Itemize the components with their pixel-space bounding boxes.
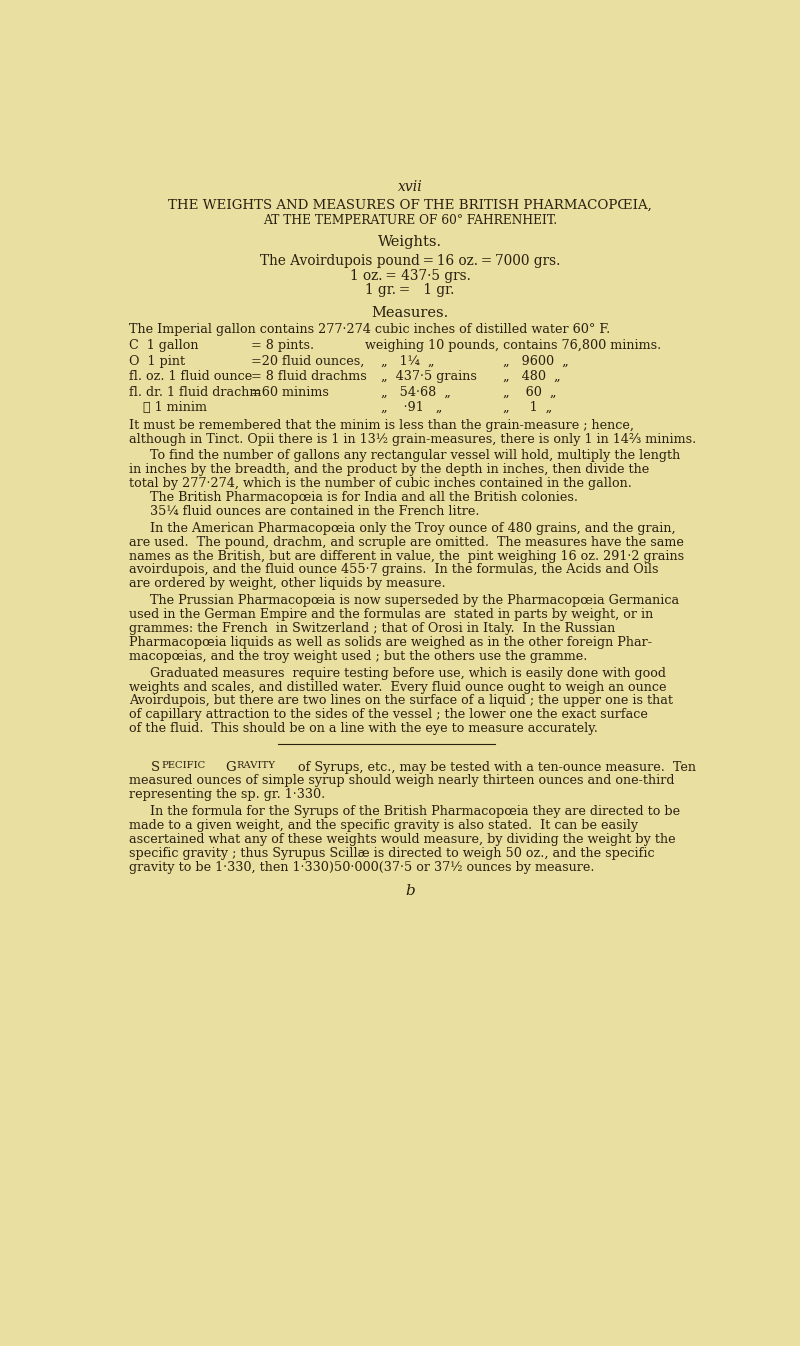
Text: weights and scales, and distilled water.  Every fluid ounce ought to weigh an ou: weights and scales, and distilled water.… [130,681,667,693]
Text: In the American Pharmacopœia only the Troy ounce of 480 grains, and the grain,: In the American Pharmacopœia only the Tr… [150,522,676,534]
Text: „   1¼  „: „ 1¼ „ [381,355,434,367]
Text: names as the British, but are different in value, the  pint weighing 16 oz. 291·: names as the British, but are different … [130,549,685,563]
Text: = 8 pints.: = 8 pints. [251,339,314,353]
Text: of capillary attraction to the sides of the vessel ; the lower one the exact sur: of capillary attraction to the sides of … [130,708,648,721]
Text: „    60  „: „ 60 „ [503,385,557,398]
Text: „   54·68  „: „ 54·68 „ [381,385,450,398]
Text: representing the sp. gr. 1·330.: representing the sp. gr. 1·330. [130,789,326,801]
Text: ᗡ 1 minim: ᗡ 1 minim [142,401,206,415]
Text: are ordered by weight, other liquids by measure.: are ordered by weight, other liquids by … [130,577,446,591]
Text: C  1 gallon: C 1 gallon [130,339,199,353]
Text: made to a given weight, and the specific gravity is also stated.  It can be easi: made to a given weight, and the specific… [130,820,638,832]
Text: macopœias, and the troy weight used ; but the others use the gramme.: macopœias, and the troy weight used ; bu… [130,650,588,662]
Text: To find the number of gallons any rectangular vessel will hold, multiply the len: To find the number of gallons any rectan… [150,450,681,463]
Text: fl. oz. 1 fluid ounce: fl. oz. 1 fluid ounce [130,370,253,384]
Text: of Syrups, etc., may be tested with a ten-ounce measure.  Ten: of Syrups, etc., may be tested with a te… [298,760,696,774]
Text: S: S [150,760,159,774]
Text: total by 277·274, which is the number of cubic inches contained in the gallon.: total by 277·274, which is the number of… [130,478,632,490]
Text: „  437·5 grains: „ 437·5 grains [381,370,477,384]
Text: The Imperial gallon contains 277·274 cubic inches of distilled water 60° F.: The Imperial gallon contains 277·274 cub… [130,323,610,336]
Text: AT THE TEMPERATURE OF 60° FAHRENHEIT.: AT THE TEMPERATURE OF 60° FAHRENHEIT. [263,214,557,227]
Text: of the fluid.  This should be on a line with the eye to measure accurately.: of the fluid. This should be on a line w… [130,721,598,735]
Text: weighing 10 pounds, contains 76,800 minims.: weighing 10 pounds, contains 76,800 mini… [365,339,662,353]
Text: „    ·91   „: „ ·91 „ [381,401,442,415]
Text: gravity to be 1·330, then 1·330)50·000(37·5 or 37½ ounces by measure.: gravity to be 1·330, then 1·330)50·000(3… [130,860,595,874]
Text: G: G [226,760,236,774]
Text: PECIFIC: PECIFIC [162,760,206,770]
Text: „     1  „: „ 1 „ [503,401,552,415]
Text: =60 minims: =60 minims [251,385,329,398]
Text: It must be remembered that the minim is less than the grain-measure ; hence,: It must be remembered that the minim is … [130,419,634,432]
Text: RAVITY: RAVITY [237,760,275,770]
Text: 1 oz. = 437·5 grs.: 1 oz. = 437·5 grs. [350,269,470,283]
Text: fl. dr. 1 fluid drachm: fl. dr. 1 fluid drachm [130,385,262,398]
Text: used in the German Empire and the formulas are  stated in parts by weight, or in: used in the German Empire and the formul… [130,608,654,621]
Text: Pharmacopœia liquids as well as solids are weighed as in the other foreign Phar-: Pharmacopœia liquids as well as solids a… [130,635,653,649]
Text: THE WEIGHTS AND MEASURES OF THE BRITISH PHARMACOPŒIA,: THE WEIGHTS AND MEASURES OF THE BRITISH … [168,198,652,211]
Text: Graduated measures  require testing before use, which is easily done with good: Graduated measures require testing befor… [150,666,666,680]
Text: although in Tinct. Opii there is 1 in 13½ grain-measures, there is only 1 in 14⅔: although in Tinct. Opii there is 1 in 13… [130,432,697,446]
Text: 1 gr. =   1 gr.: 1 gr. = 1 gr. [366,283,454,297]
Text: =20 fluid ounces,: =20 fluid ounces, [251,355,365,367]
Text: Avoirdupois, but there are two lines on the surface of a liquid ; the upper one : Avoirdupois, but there are two lines on … [130,695,674,708]
Text: The Prussian Pharmacopœia is now superseded by the Pharmacopœia Germanica: The Prussian Pharmacopœia is now superse… [150,595,679,607]
Text: avoirdupois, and the fluid ounce 455·7 grains.  In the formulas, the Acids and O: avoirdupois, and the fluid ounce 455·7 g… [130,564,659,576]
Text: „   480  „: „ 480 „ [503,370,561,384]
Text: 35¼ fluid ounces are contained in the French litre.: 35¼ fluid ounces are contained in the Fr… [150,505,480,518]
Text: grammes: the French  in Switzerland ; that of Orosi in Italy.  In the Russian: grammes: the French in Switzerland ; tha… [130,622,616,635]
Text: in inches by the breadth, and the product by the depth in inches, then divide th: in inches by the breadth, and the produc… [130,463,650,476]
Text: The British Pharmacopœia is for India and all the British colonies.: The British Pharmacopœia is for India an… [150,491,578,505]
Text: „   9600  „: „ 9600 „ [503,355,569,367]
Text: Weights.: Weights. [378,236,442,249]
Text: O  1 pint: O 1 pint [130,355,186,367]
Text: xvii: xvii [398,180,422,194]
Text: ascertained what any of these weights would measure, by dividing the weight by t: ascertained what any of these weights wo… [130,833,676,845]
Text: In the formula for the Syrups of the British Pharmacopœia they are directed to b: In the formula for the Syrups of the Bri… [150,805,681,818]
Text: The Avoirdupois pound = 16 oz. = 7000 grs.: The Avoirdupois pound = 16 oz. = 7000 gr… [260,254,560,268]
Text: = 8 fluid drachms: = 8 fluid drachms [251,370,367,384]
Text: are used.  The pound, drachm, and scruple are omitted.  The measures have the sa: are used. The pound, drachm, and scruple… [130,536,684,549]
Text: specific gravity ; thus Syrupus Scillæ is directed to weigh 50 oz., and the spec: specific gravity ; thus Syrupus Scillæ i… [130,847,655,860]
Text: b: b [405,884,415,898]
Text: measured ounces of simple syrup should weigh nearly thirteen ounces and one-thir: measured ounces of simple syrup should w… [130,774,675,787]
Text: Measures.: Measures. [371,307,449,320]
